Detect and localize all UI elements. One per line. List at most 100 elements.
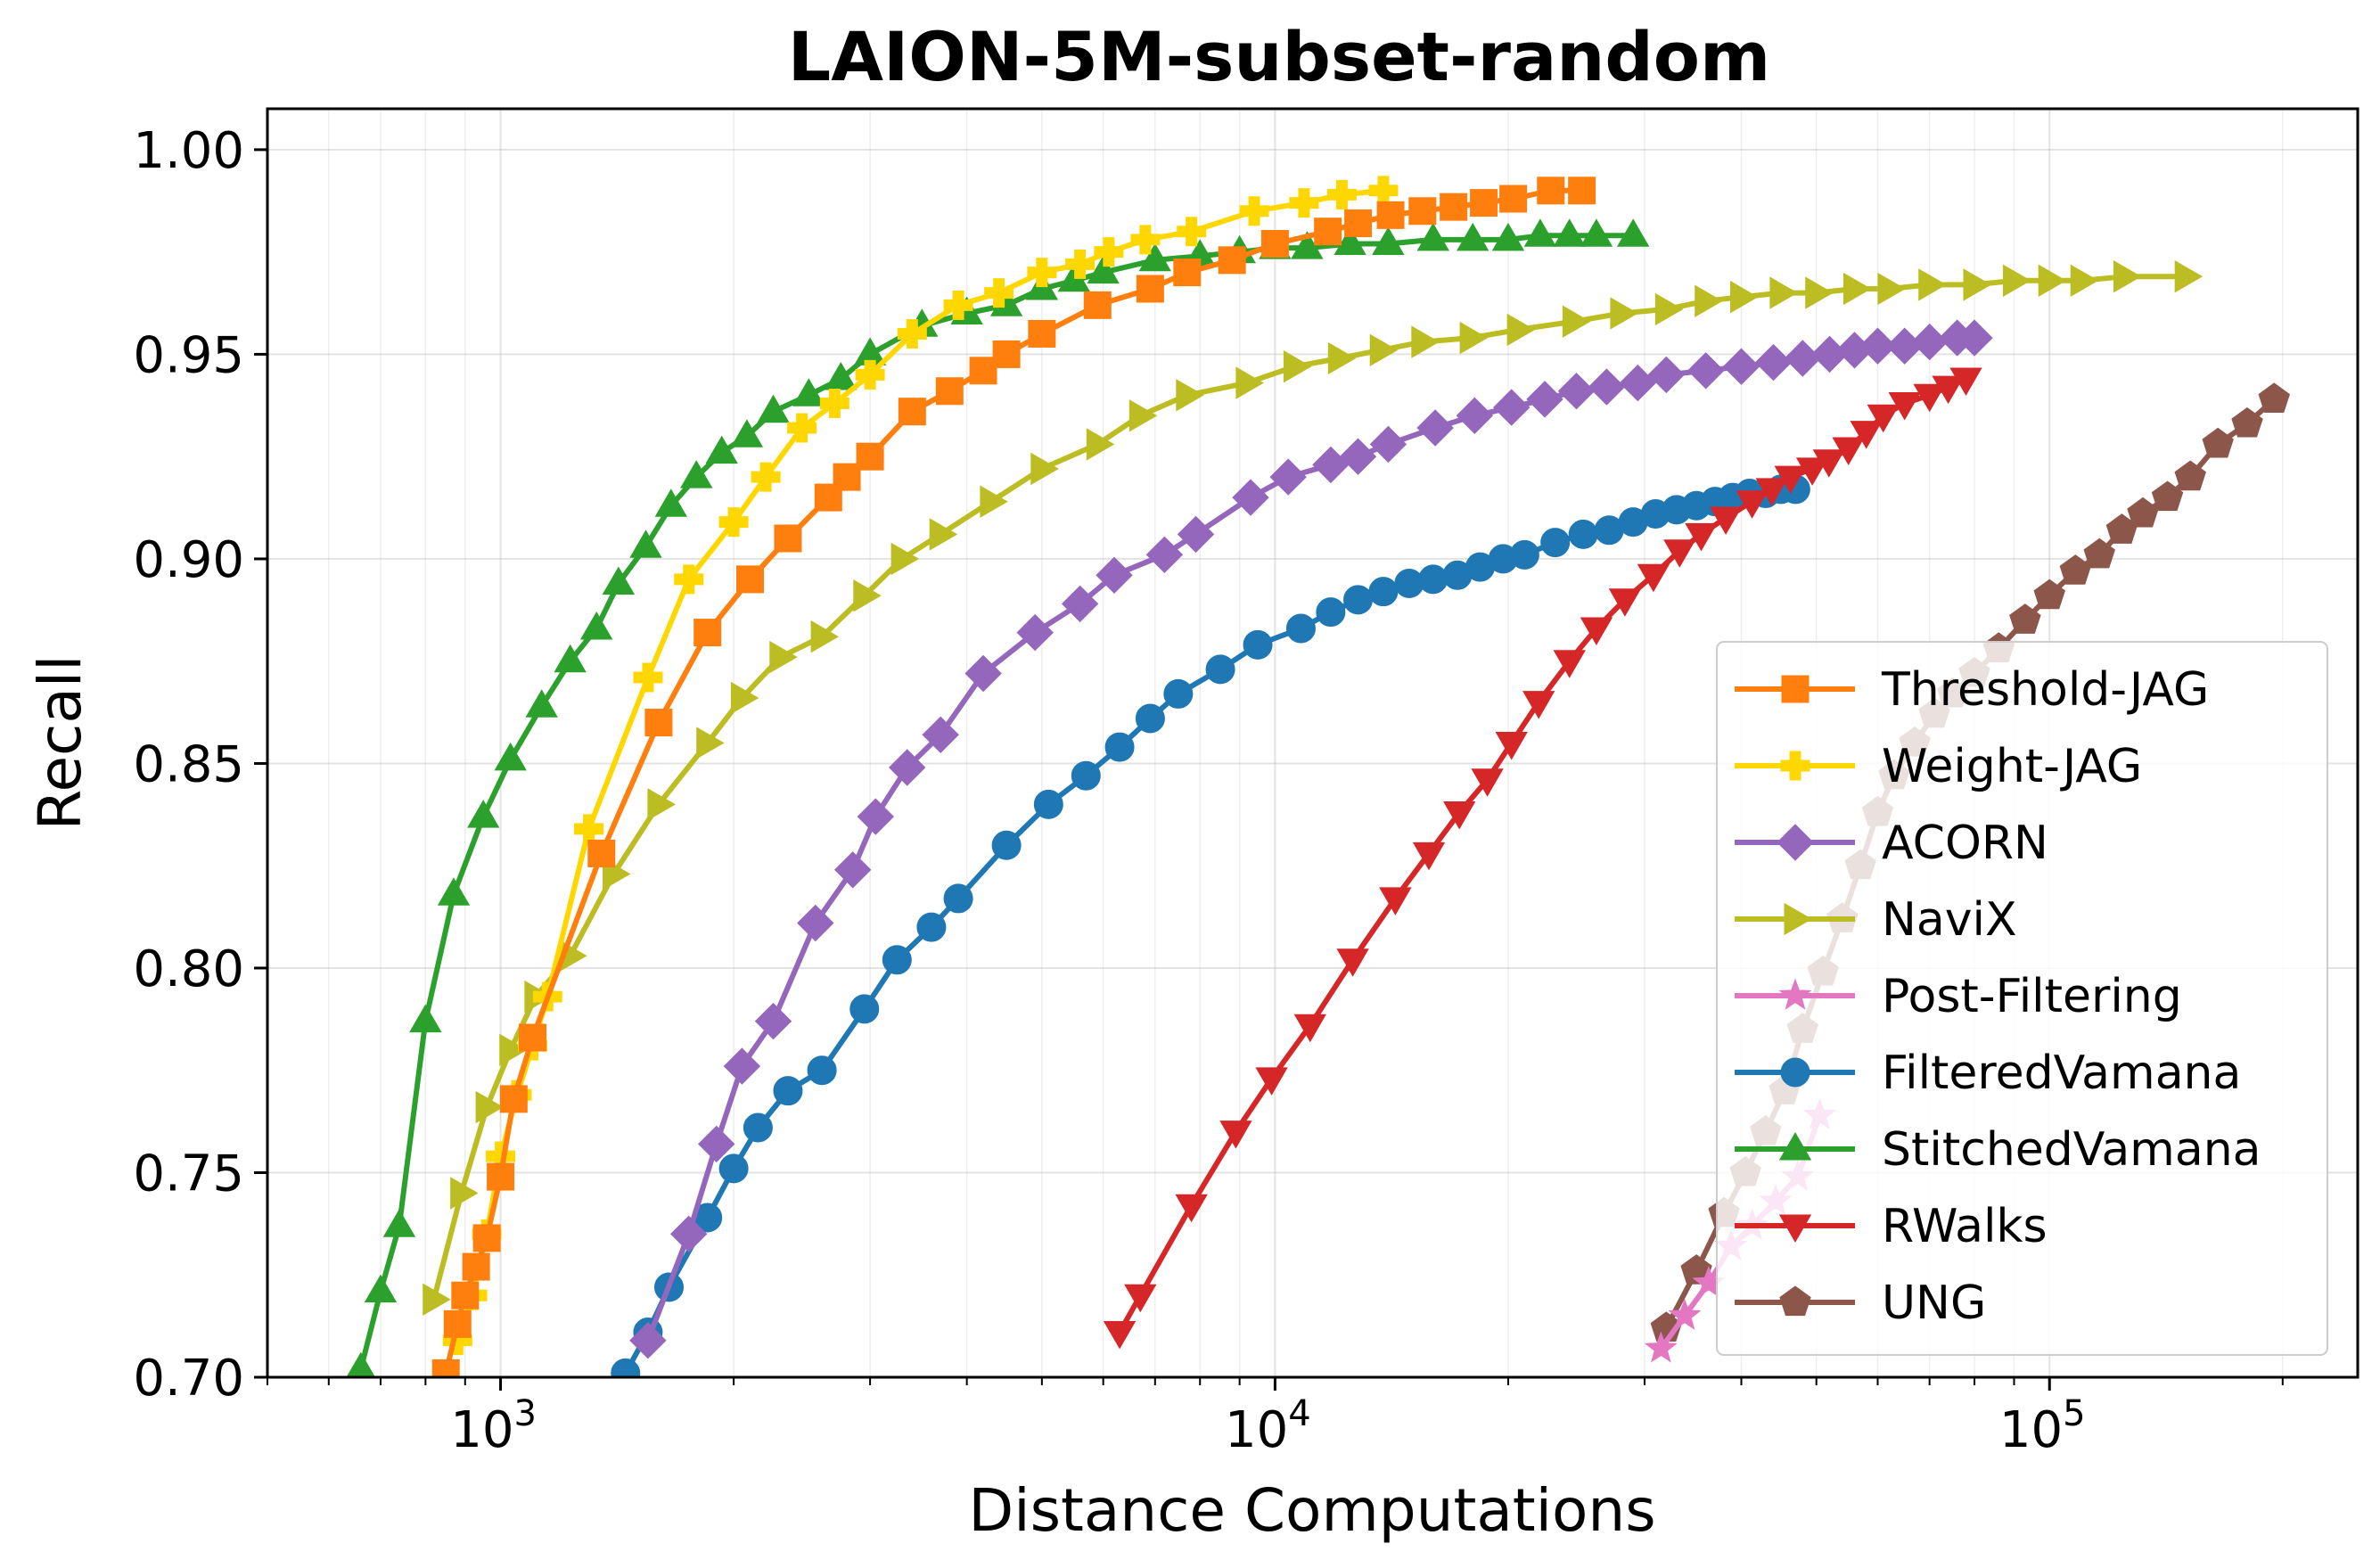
data-point-acorn <box>1687 352 1725 390</box>
data-point-acorn <box>1754 343 1793 382</box>
data-point-stitchedvamana <box>494 742 527 771</box>
y-tick-label: 0.90 <box>133 531 244 589</box>
data-point-filteredvamana <box>1285 613 1316 644</box>
data-point-acorn <box>1416 409 1454 447</box>
data-point-acorn <box>1312 446 1350 484</box>
data-point-stitchedvamana <box>437 877 471 906</box>
data-point-navix <box>1506 313 1536 347</box>
plot-frame <box>266 107 2359 1379</box>
data-point-navix <box>1086 428 1115 461</box>
y-tick-label: 0.70 <box>133 1350 244 1408</box>
data-point-rwalks <box>1795 457 1829 486</box>
data-point-stitchedvamana <box>1138 242 1171 272</box>
legend-item-weight-jag: Weight-JAG <box>1735 740 2142 793</box>
data-point-weight-jag <box>1094 237 1124 267</box>
data-point-threshold-jag <box>1173 259 1202 287</box>
data-point-threshold-jag <box>462 1252 490 1281</box>
data-point-weight-jag <box>751 462 781 492</box>
data-point-acorn <box>922 716 959 754</box>
data-point-threshold-jag <box>443 1309 472 1338</box>
data-point-navix <box>1730 280 1759 314</box>
data-point-rwalks <box>1124 1284 1157 1313</box>
data-point-rwalks <box>1685 522 1718 552</box>
data-point-navix <box>1610 297 1638 330</box>
data-point-threshold-jag <box>451 1281 480 1309</box>
data-point-navix <box>475 1090 505 1124</box>
data-point-navix <box>1411 325 1440 358</box>
data-point-weight-jag <box>1065 249 1096 279</box>
data-point-weight-jag <box>1239 196 1269 226</box>
legend: Threshold-JAG Weight-JAG ACORN NaviX Post-Fi… <box>1716 641 2328 1356</box>
data-point-post-filtering <box>1644 1331 1678 1363</box>
legend-marker-ung <box>1779 1285 1811 1317</box>
data-point-acorn <box>1145 536 1184 574</box>
legend-item-filteredvamana: FilteredVamana <box>1735 1047 2241 1100</box>
x-tick-label: 104 <box>1225 1393 1311 1459</box>
series-line-filteredvamana <box>623 486 1796 1375</box>
legend-label: StitchedVamana <box>1882 1123 2261 1177</box>
data-point-ung <box>2127 497 2159 528</box>
data-point-stitchedvamana <box>705 435 738 464</box>
data-point-stitchedvamana <box>346 1351 376 1377</box>
data-point-threshold-jag <box>1470 189 1498 218</box>
data-point-rwalks <box>1867 404 1900 433</box>
data-point-post-filtering <box>1668 1298 1702 1330</box>
data-point-weight-jag <box>633 662 663 693</box>
data-point-stitchedvamana <box>525 689 558 718</box>
data-point-threshold-jag <box>644 709 673 737</box>
data-point-rwalks <box>1580 617 1613 645</box>
legend-item-rwalks: RWalks <box>1735 1200 2048 1253</box>
data-point-stitchedvamana <box>409 1004 442 1033</box>
data-point-rwalks <box>1255 1067 1288 1096</box>
data-point-navix <box>2113 260 2142 293</box>
data-point-stitchedvamana <box>1491 222 1525 251</box>
data-point-navix <box>1369 333 1399 366</box>
data-point-filteredvamana <box>1368 577 1399 607</box>
data-point-filteredvamana <box>1316 597 1346 628</box>
data-point-threshold-jag <box>693 619 722 647</box>
series-navix <box>423 260 2204 1316</box>
legend-item-ung: UNG <box>1735 1277 1986 1330</box>
data-point-rwalks <box>1522 691 1555 719</box>
data-point-stitchedvamana <box>467 800 500 828</box>
data-point-threshold-jag <box>519 1023 547 1052</box>
data-point-stitchedvamana <box>602 566 636 595</box>
data-point-navix <box>1963 268 1992 301</box>
data-point-filteredvamana <box>807 1055 837 1086</box>
data-point-filteredvamana <box>1568 519 1598 549</box>
data-point-ung <box>2258 382 2290 413</box>
data-point-filteredvamana <box>611 1358 641 1377</box>
data-point-acorn <box>1859 327 1897 365</box>
data-point-threshold-jag <box>472 1224 501 1252</box>
legend-marker-rwalks <box>1778 1214 1812 1244</box>
data-point-filteredvamana <box>1033 789 1063 819</box>
legend-label: Weight-JAG <box>1882 740 2142 793</box>
data-point-acorn <box>1369 425 1407 464</box>
legend-label: UNG <box>1882 1277 1986 1330</box>
data-point-rwalks <box>1336 948 1369 977</box>
data-point-weight-jag <box>1177 217 1207 247</box>
data-point-acorn <box>797 904 834 942</box>
data-point-filteredvamana <box>1418 564 1449 595</box>
data-point-stitchedvamana <box>680 460 713 488</box>
data-point-navix <box>1695 284 1723 317</box>
data-point-threshold-jag <box>992 340 1021 368</box>
series-rwalks <box>1103 367 1982 1350</box>
data-point-ung <box>1680 1254 1712 1285</box>
data-point-rwalks <box>1913 383 1946 413</box>
legend-label: RWalks <box>1882 1200 2048 1253</box>
data-point-acorn <box>1647 356 1686 394</box>
data-point-navix <box>1843 272 1872 306</box>
data-point-rwalks <box>1850 421 1883 449</box>
data-point-acorn <box>669 1215 708 1253</box>
data-point-acorn <box>1956 319 1993 357</box>
y-tick-label: 1.00 <box>133 122 244 180</box>
data-point-filteredvamana <box>1163 678 1194 709</box>
data-point-threshold-jag <box>499 1085 528 1113</box>
data-point-ung <box>2231 406 2263 438</box>
data-point-rwalks <box>1832 437 1865 465</box>
data-point-stitchedvamana <box>382 1209 416 1237</box>
data-point-filteredvamana <box>718 1153 749 1184</box>
data-point-navix <box>423 1283 451 1316</box>
